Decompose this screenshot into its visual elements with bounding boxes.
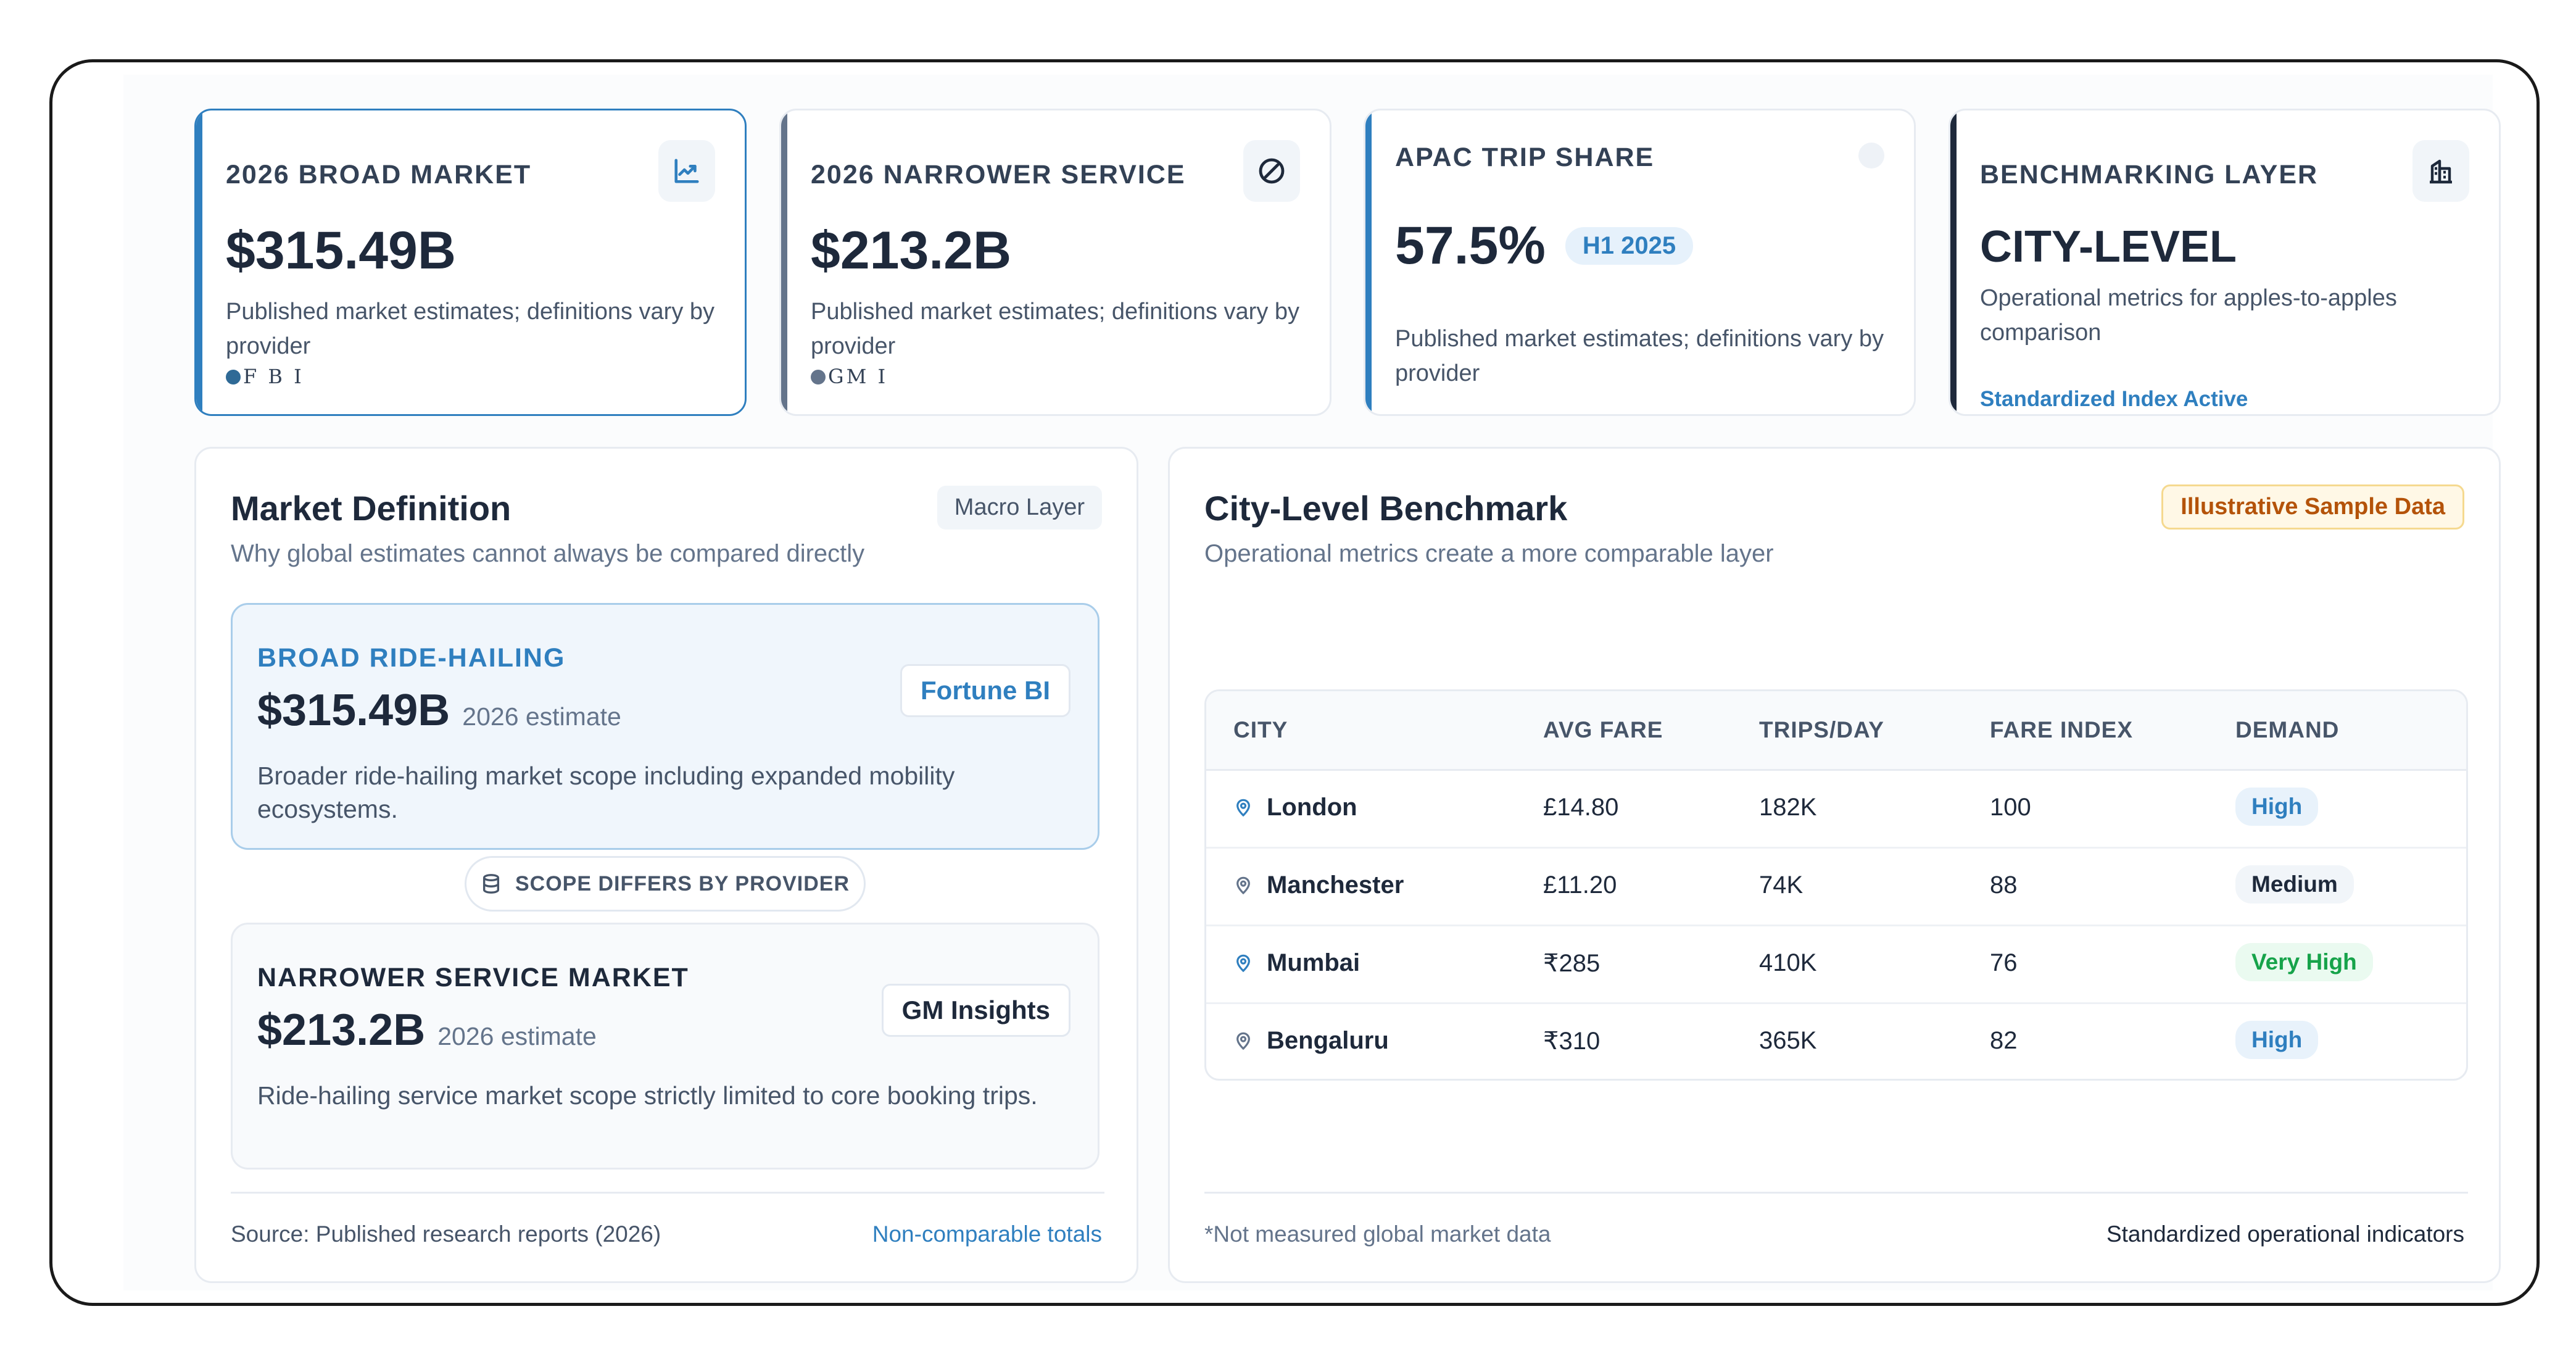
- index-cell: 100: [1990, 794, 2031, 821]
- column-header-city[interactable]: CITY: [1233, 717, 1288, 742]
- column-header-trips-day[interactable]: TRIPS/DAY: [1759, 717, 1884, 742]
- map-pin-icon: [1236, 799, 1250, 817]
- period-badge: H1 2025: [1565, 227, 1694, 265]
- table-row[interactable]: Mumbai ₹285 410K 76 Very High: [1206, 925, 2466, 1004]
- demand-badge: Very High: [2235, 943, 2373, 981]
- fortune-bi-badge: Fortune BI: [900, 664, 1071, 717]
- demand-badge: High: [2235, 1021, 2319, 1059]
- panel-divider: [231, 1192, 1104, 1194]
- kpi-accent-bar: [196, 110, 202, 414]
- trips-cell: 74K: [1759, 871, 1804, 899]
- gm-insights-badge: GM Insights: [881, 984, 1071, 1037]
- source-dot-icon: [811, 370, 826, 384]
- database-icon: [482, 874, 500, 894]
- panel-title: Market Definition: [231, 489, 511, 528]
- box-label: BROAD RIDE-HAILING: [257, 643, 566, 673]
- kpi-card-narrower-service: 2026 NARROWER SERVICE $213.2B Published …: [779, 109, 1331, 416]
- kpi-label: 2026 BROAD MARKET: [226, 160, 532, 189]
- kpi-description: Published market estimates; definitions …: [1395, 326, 1884, 386]
- line-chart-icon: [658, 140, 715, 202]
- footnote: *Not measured global market data: [1204, 1221, 1551, 1247]
- city-benchmark-panel: City-Level Benchmark Operational metrics…: [1168, 447, 2501, 1283]
- kpi-description: Published market estimates; definitions …: [811, 299, 1300, 359]
- kpi-value: CITY-LEVEL: [1980, 222, 2237, 272]
- dashboard: 2026 BROAD MARKET $315.49B Published mar…: [123, 75, 2501, 1290]
- table-row[interactable]: Manchester £11.20 74K 88 Medium: [1206, 847, 2466, 926]
- demand-badge: High: [2235, 788, 2319, 826]
- kpi-card-benchmarking-layer: BENCHMARKING LAYER CITY-LEVEL Operationa…: [1949, 109, 2501, 416]
- index-status-link[interactable]: Standardized Index Active: [1980, 387, 2248, 411]
- index-cell: 88: [1990, 871, 2018, 899]
- kpi-accent-bar: [781, 110, 787, 414]
- column-header-avg-fare[interactable]: AVG FARE: [1543, 717, 1663, 742]
- table-row[interactable]: Bengaluru ₹310 365K 82 High: [1206, 1002, 2466, 1079]
- column-header-fare-index[interactable]: FARE INDEX: [1990, 717, 2134, 742]
- demand-badge: Medium: [2235, 865, 2354, 904]
- trips-cell: 365K: [1759, 1027, 1817, 1054]
- city-cell: Mumbai: [1233, 949, 1360, 977]
- kpi-accent-bar: [1365, 110, 1372, 414]
- scope-differs-pill: SCOPE DIFFERS BY PROVIDER: [465, 856, 866, 912]
- map-pin-icon: [1236, 876, 1250, 894]
- panel-title: City-Level Benchmark: [1204, 489, 1568, 528]
- narrow-market-box: NARROWER SERVICE MARKET $213.2B 2026 est…: [231, 923, 1100, 1170]
- fare-cell: £11.20: [1543, 871, 1617, 899]
- panel-divider: [1204, 1192, 2468, 1194]
- source-note: Source: Published research reports (2026…: [231, 1221, 661, 1247]
- buildings-icon: [2412, 140, 2469, 202]
- box-label: NARROWER SERVICE MARKET: [257, 963, 689, 992]
- trips-cell: 182K: [1759, 794, 1817, 821]
- fare-cell: £14.80: [1543, 794, 1619, 821]
- operational-indicators-note: Standardized operational indicators: [2106, 1221, 2464, 1247]
- kpi-accent-bar: [1950, 110, 1957, 414]
- trips-cell: 410K: [1759, 949, 1817, 976]
- map-pin-icon: [1236, 1032, 1250, 1050]
- kpi-source: F B I: [226, 365, 304, 388]
- kpi-value: 57.5% H1 2025: [1395, 215, 1694, 276]
- box-description: Broader ride-hailing market scope includ…: [257, 762, 955, 823]
- kpi-label: 2026 NARROWER SERVICE: [811, 160, 1186, 189]
- kpi-value: $213.2B: [811, 221, 1012, 280]
- kpi-description: Published market estimates; definitions …: [226, 299, 715, 359]
- kpi-description: Operational metrics for apples-to-apples…: [1980, 285, 2397, 346]
- city-cell: Manchester: [1233, 871, 1404, 899]
- table-header: CITY AVG FARE TRIPS/DAY FARE INDEX DEMAN…: [1206, 691, 2466, 771]
- column-header-demand[interactable]: DEMAND: [2235, 717, 2340, 742]
- fare-cell: ₹285: [1543, 950, 1601, 977]
- pie-chart-icon: [1243, 140, 1300, 202]
- kpi-label: APAC TRIP SHARE: [1395, 143, 1655, 172]
- non-comparable-link[interactable]: Non-comparable totals: [872, 1221, 1102, 1247]
- fare-cell: ₹310: [1543, 1028, 1601, 1055]
- benchmark-table: CITY AVG FARE TRIPS/DAY FARE INDEX DEMAN…: [1204, 689, 2468, 1081]
- kpi-value: $315.49B: [226, 221, 456, 280]
- broad-market-box: BROAD RIDE-HAILING $315.49B 2026 estimat…: [231, 603, 1100, 850]
- panel-subtitle: Why global estimates cannot always be co…: [231, 540, 865, 567]
- table-row[interactable]: London £14.80 182K 100 High: [1206, 769, 2466, 849]
- app-frame: 2026 BROAD MARKET $315.49B Published mar…: [49, 59, 2540, 1306]
- kpi-card-apac-trip-share: APAC TRIP SHARE 57.5% H1 2025 Published …: [1364, 109, 1916, 416]
- source-dot-icon: [226, 370, 241, 384]
- city-cell: London: [1233, 794, 1357, 821]
- sample-data-tag: Illustrative Sample Data: [2161, 484, 2464, 530]
- macro-layer-tag: Macro Layer: [937, 486, 1102, 530]
- city-cell: Bengaluru: [1233, 1027, 1389, 1055]
- box-value: $213.2B 2026 estimate: [257, 1005, 597, 1055]
- index-cell: 82: [1990, 1027, 2018, 1054]
- kpi-card-broad-market: 2026 BROAD MARKET $315.49B Published mar…: [194, 109, 747, 416]
- panel-subtitle: Operational metrics create a more compar…: [1204, 540, 1774, 567]
- market-definition-panel: Market Definition Why global estimates c…: [194, 447, 1138, 1283]
- box-value: $315.49B 2026 estimate: [257, 686, 621, 735]
- index-cell: 76: [1990, 949, 2018, 976]
- map-pin-icon: [1236, 954, 1250, 972]
- kpi-source: GM I: [811, 365, 888, 388]
- box-description: Ride-hailing service market scope strict…: [257, 1081, 1038, 1110]
- kpi-label: BENCHMARKING LAYER: [1980, 160, 2319, 189]
- circle-icon: [1858, 143, 1884, 168]
